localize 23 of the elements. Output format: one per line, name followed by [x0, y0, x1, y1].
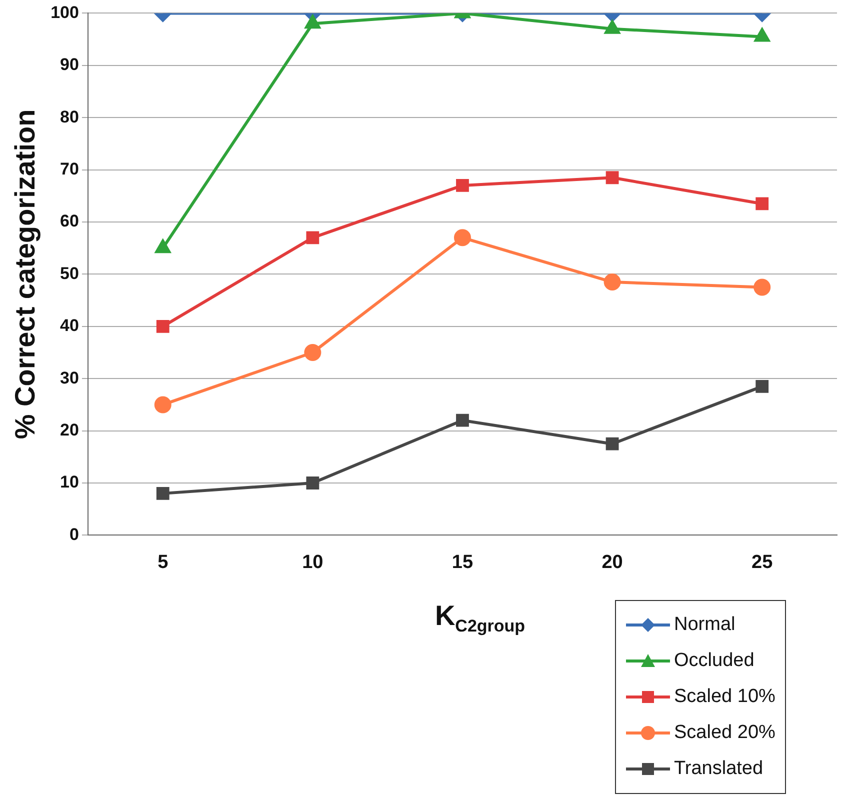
y-axis-title: % Correct categorization	[10, 109, 41, 440]
x-tick-label: 20	[602, 552, 623, 573]
legend-label: Occluded	[674, 650, 754, 672]
legend-label: Translated	[674, 758, 764, 780]
y-tick-label: 30	[60, 368, 79, 388]
x-axis-title: K$_{C2group}$	[434, 600, 526, 637]
y-tick-label: 50	[60, 264, 79, 283]
y-tick-label: 80	[60, 107, 79, 126]
y-tick-label: 90	[60, 55, 79, 74]
y-tick-label: 10	[60, 472, 79, 492]
y-tick-label: 60	[60, 212, 79, 231]
y-tick-label: 20	[60, 420, 79, 440]
y-tick-label: 100	[50, 2, 79, 22]
legend-label: Normal	[674, 614, 736, 636]
y-tick-label: 70	[60, 159, 79, 178]
y-tick-label: 40	[60, 316, 79, 336]
x-tick-label: 25	[752, 552, 774, 573]
x-tick-label: 10	[302, 552, 324, 573]
legend-label: Scaled 10%	[674, 686, 776, 708]
x-tick-label: 5	[158, 552, 169, 573]
x-tick-label: 15	[452, 552, 474, 573]
y-tick-label: 0	[69, 524, 79, 544]
legend-label: Scaled 20%	[674, 722, 776, 744]
